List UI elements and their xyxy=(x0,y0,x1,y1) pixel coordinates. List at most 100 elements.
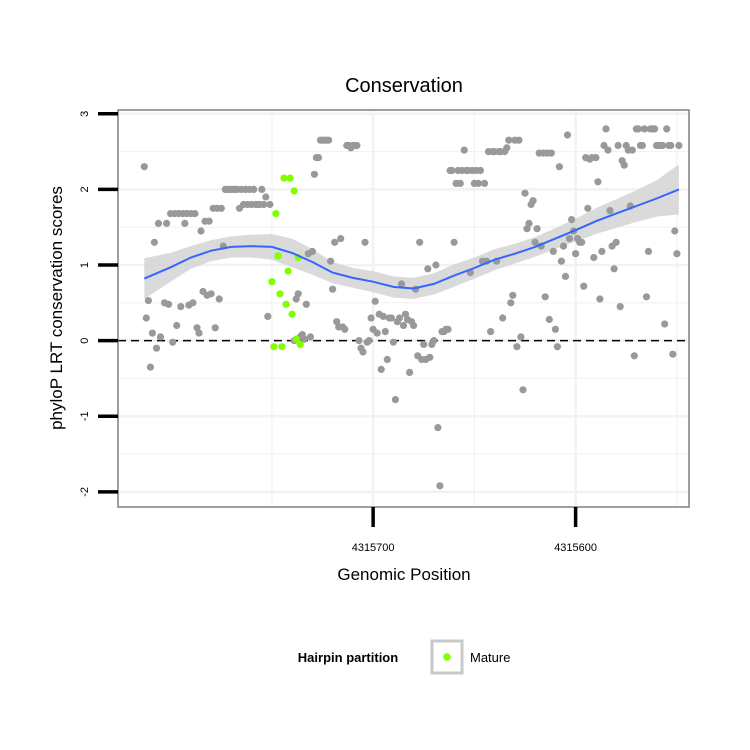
data-point xyxy=(327,257,335,265)
data-point xyxy=(507,299,515,307)
data-point xyxy=(572,250,580,258)
data-point xyxy=(549,247,557,255)
data-point xyxy=(329,285,337,293)
data-point xyxy=(456,179,464,187)
data-point xyxy=(533,225,541,233)
smooth-line-layer xyxy=(143,188,680,290)
point-mature xyxy=(272,210,280,218)
data-point xyxy=(406,368,414,376)
data-point xyxy=(144,297,152,305)
smooth-fit-line xyxy=(143,188,680,290)
data-point xyxy=(667,141,675,150)
data-point xyxy=(640,125,649,133)
data-point xyxy=(541,293,549,301)
data-point xyxy=(306,333,314,341)
data-point xyxy=(553,343,562,351)
data-point xyxy=(258,185,266,193)
data-point xyxy=(480,179,489,187)
data-point xyxy=(154,219,163,227)
data-point xyxy=(152,344,161,352)
data-point xyxy=(266,200,274,209)
data-point xyxy=(163,219,171,227)
data-point xyxy=(592,154,600,162)
y-tick-label: 2 xyxy=(79,186,91,192)
data-point xyxy=(557,257,566,265)
data-point xyxy=(559,242,568,250)
data-point xyxy=(561,272,570,280)
data-point xyxy=(389,338,397,346)
data-point xyxy=(373,329,381,337)
data-point xyxy=(669,350,677,358)
data-point xyxy=(651,125,659,133)
data-point xyxy=(156,333,165,341)
point-mature xyxy=(292,335,300,343)
data-point xyxy=(365,337,373,345)
data-point xyxy=(300,335,308,343)
point-mature xyxy=(286,174,294,182)
data-point xyxy=(580,282,588,290)
data-point xyxy=(426,353,434,361)
data-point xyxy=(499,314,507,322)
point-mature xyxy=(268,278,276,286)
data-point xyxy=(262,193,270,201)
data-point xyxy=(432,261,440,269)
data-point xyxy=(616,303,624,311)
data-point xyxy=(547,149,555,157)
data-point xyxy=(195,329,203,337)
data-point xyxy=(302,300,310,308)
point-mature xyxy=(278,343,286,351)
data-point xyxy=(476,166,484,175)
data-point xyxy=(207,290,215,298)
data-point xyxy=(513,343,521,351)
data-point xyxy=(612,238,620,246)
data-point xyxy=(598,247,606,255)
data-point xyxy=(521,189,529,197)
data-point xyxy=(177,303,185,311)
data-point xyxy=(140,163,148,171)
y-tick-label: 3 xyxy=(79,111,91,117)
data-point xyxy=(377,365,385,373)
data-point xyxy=(444,325,452,333)
point-mature xyxy=(280,174,288,182)
data-point xyxy=(142,314,150,322)
data-point xyxy=(314,154,323,162)
data-point xyxy=(620,161,628,169)
data-point xyxy=(410,321,418,330)
data-point xyxy=(250,185,258,193)
point-mature xyxy=(290,187,298,195)
data-point xyxy=(379,312,387,320)
point-mature xyxy=(288,310,296,318)
data-point xyxy=(661,320,669,328)
data-point xyxy=(505,136,513,144)
data-point xyxy=(509,291,517,299)
data-point xyxy=(642,293,651,301)
data-point xyxy=(630,352,638,360)
data-point xyxy=(545,315,553,324)
data-point xyxy=(430,337,438,345)
data-point xyxy=(590,253,598,262)
data-point xyxy=(181,219,189,227)
data-point xyxy=(525,219,533,227)
point-mature xyxy=(276,290,284,298)
data-point xyxy=(568,216,576,224)
data-point xyxy=(551,325,560,333)
point-mature xyxy=(296,340,304,348)
grid-lines xyxy=(118,110,689,507)
data-point xyxy=(610,265,618,273)
data-point xyxy=(205,217,213,225)
data-point xyxy=(146,363,154,371)
data-point xyxy=(578,238,586,246)
data-point xyxy=(517,333,525,341)
point-mature xyxy=(270,343,278,351)
x-tick-label: 4315600 xyxy=(554,542,597,554)
y-axis-title: phyloP LRT conservation scores xyxy=(47,186,66,430)
data-point xyxy=(148,329,156,337)
y-tick-label: -1 xyxy=(79,411,91,421)
data-point xyxy=(673,250,681,258)
plot-panel-border xyxy=(117,109,690,508)
data-point xyxy=(337,235,345,243)
data-point xyxy=(634,125,643,133)
data-point xyxy=(325,136,333,144)
data-point xyxy=(434,424,442,432)
